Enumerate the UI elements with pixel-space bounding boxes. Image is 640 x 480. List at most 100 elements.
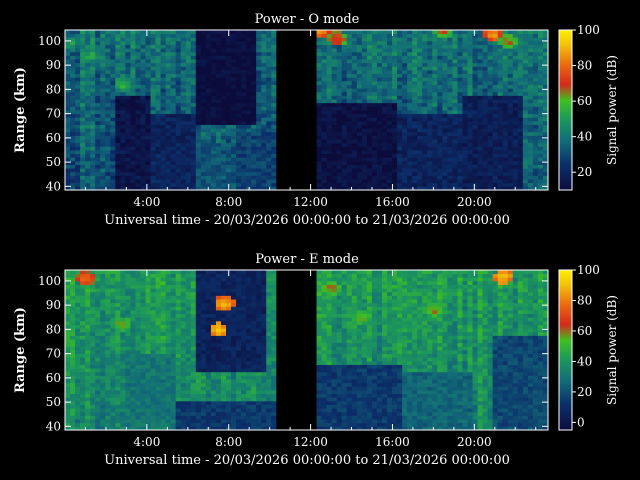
heatmap-cell bbox=[507, 168, 514, 173]
heatmap-cell bbox=[195, 182, 202, 187]
heatmap-cell bbox=[251, 182, 257, 187]
heatmap-cell bbox=[180, 139, 187, 144]
heatmap-cell bbox=[371, 88, 378, 93]
heatmap-cell bbox=[95, 48, 101, 53]
heatmap-cell bbox=[442, 160, 448, 165]
heatmap-cell bbox=[95, 346, 101, 351]
heatmap-cell bbox=[281, 40, 287, 45]
heatmap-cell bbox=[306, 175, 312, 180]
heatmap-cell bbox=[231, 135, 237, 140]
heatmap-cell bbox=[120, 135, 126, 140]
heatmap-cell bbox=[170, 70, 177, 75]
heatmap-cell bbox=[477, 164, 483, 169]
heatmap-cell bbox=[200, 80, 207, 85]
heatmap-cell bbox=[437, 80, 443, 85]
heatmap-cell bbox=[356, 150, 363, 155]
heatmap-cell bbox=[537, 77, 544, 82]
heatmap-cell bbox=[447, 120, 453, 125]
heatmap-cell bbox=[231, 106, 237, 111]
heatmap-cell bbox=[306, 113, 312, 118]
heatmap-cell bbox=[457, 80, 463, 85]
heatmap-cell bbox=[301, 62, 307, 67]
heatmap-cell bbox=[437, 135, 443, 140]
heatmap-cell bbox=[532, 171, 539, 176]
heatmap-cell bbox=[276, 117, 282, 122]
heatmap-cell bbox=[105, 135, 111, 140]
heatmap-cell bbox=[145, 124, 151, 129]
heatmap-cell bbox=[492, 95, 499, 100]
heatmap-cell bbox=[246, 150, 252, 155]
heatmap-cell bbox=[80, 390, 86, 395]
heatmap-cell bbox=[507, 44, 514, 49]
heatmap-cell bbox=[231, 102, 237, 107]
heatmap-cell bbox=[281, 55, 287, 60]
heatmap-cell bbox=[256, 88, 262, 93]
heatmap-cell bbox=[341, 40, 348, 45]
heatmap-cell bbox=[397, 142, 403, 147]
heatmap-cell bbox=[231, 77, 237, 82]
heatmap-cell bbox=[291, 179, 297, 184]
heatmap-cell bbox=[517, 157, 524, 162]
heatmap-cell bbox=[175, 150, 182, 155]
heatmap-cell bbox=[527, 150, 534, 155]
heatmap-cell bbox=[125, 364, 131, 369]
heatmap-cell bbox=[165, 84, 172, 89]
heatmap-cell bbox=[185, 88, 192, 93]
heatmap-cell bbox=[130, 62, 136, 67]
heatmap-cell bbox=[140, 59, 146, 64]
heatmap-cell bbox=[100, 84, 106, 89]
heatmap-cell bbox=[135, 331, 141, 336]
heatmap-cell bbox=[331, 33, 338, 38]
heatmap-cell bbox=[336, 113, 343, 118]
heatmap-cell bbox=[95, 186, 101, 190]
heatmap-cell bbox=[281, 175, 287, 180]
heatmap-cell bbox=[492, 171, 499, 176]
heatmap-cell bbox=[200, 150, 207, 155]
heatmap-cell bbox=[80, 364, 86, 369]
heatmap-cell bbox=[241, 59, 247, 64]
heatmap-cell bbox=[80, 277, 86, 282]
heatmap-cell bbox=[80, 40, 86, 45]
heatmap-cell bbox=[452, 51, 458, 56]
heatmap-cell bbox=[341, 124, 348, 129]
heatmap-cell bbox=[522, 131, 529, 136]
y-tick-label: 100 bbox=[38, 34, 61, 48]
heatmap-cell bbox=[422, 48, 428, 53]
heatmap-cell bbox=[210, 55, 217, 60]
heatmap-cell bbox=[361, 128, 368, 133]
heatmap-cell bbox=[251, 95, 257, 100]
heatmap-cell bbox=[125, 102, 131, 107]
colorbar-tick-label: 100 bbox=[577, 23, 600, 37]
heatmap-cell bbox=[226, 44, 232, 49]
heatmap-cell bbox=[140, 328, 146, 333]
heatmap-cell bbox=[407, 106, 413, 111]
heatmap-cell bbox=[437, 153, 443, 158]
heatmap-cell bbox=[155, 84, 161, 89]
heatmap-cell bbox=[125, 33, 131, 38]
heatmap-cell bbox=[165, 160, 172, 165]
heatmap-cell bbox=[477, 124, 483, 129]
heatmap-cell bbox=[95, 37, 101, 42]
heatmap-cell bbox=[497, 164, 504, 169]
heatmap-cell bbox=[190, 113, 197, 118]
heatmap-cell bbox=[140, 168, 146, 173]
heatmap-cell bbox=[301, 33, 307, 38]
heatmap-cell bbox=[341, 99, 348, 104]
heatmap-cell bbox=[120, 408, 126, 413]
heatmap-cell bbox=[427, 37, 433, 42]
heatmap-cell bbox=[402, 37, 408, 42]
heatmap-cell bbox=[75, 66, 81, 71]
heatmap-cell bbox=[402, 171, 408, 176]
heatmap-cell bbox=[432, 131, 438, 136]
heatmap-cell bbox=[180, 33, 187, 38]
heatmap-cell bbox=[195, 40, 202, 45]
heatmap-cell bbox=[246, 157, 252, 162]
heatmap-cell bbox=[487, 171, 494, 176]
heatmap-cell bbox=[125, 77, 131, 82]
heatmap-cell bbox=[70, 346, 76, 351]
heatmap-cell bbox=[517, 182, 524, 187]
heatmap-cell bbox=[467, 33, 473, 38]
heatmap-cell bbox=[140, 113, 146, 118]
heatmap-cell bbox=[387, 106, 393, 111]
heatmap-cell bbox=[351, 175, 358, 180]
